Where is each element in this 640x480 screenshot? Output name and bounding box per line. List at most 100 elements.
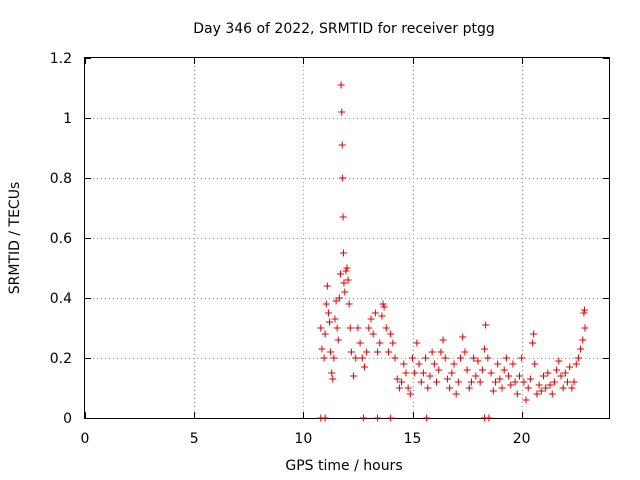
data-point bbox=[343, 264, 351, 272]
data-point bbox=[323, 282, 331, 290]
data-point bbox=[509, 360, 517, 368]
data-point bbox=[395, 384, 403, 392]
x-axis-label: GPS time / hours bbox=[285, 458, 402, 474]
data-point bbox=[424, 384, 432, 392]
data-point bbox=[356, 339, 364, 347]
data-point bbox=[327, 348, 335, 356]
data-point bbox=[328, 369, 336, 377]
data-point bbox=[457, 354, 465, 362]
data-point bbox=[474, 357, 482, 365]
data-point bbox=[505, 372, 513, 380]
x-tick-label: 20 bbox=[513, 431, 531, 447]
data-point bbox=[400, 360, 408, 368]
data-point bbox=[341, 288, 349, 296]
data-point bbox=[352, 354, 360, 362]
data-point bbox=[430, 360, 438, 368]
data-point bbox=[322, 300, 330, 308]
data-point bbox=[461, 348, 469, 356]
data-point bbox=[415, 360, 423, 368]
data-point bbox=[342, 267, 350, 275]
data-point bbox=[423, 414, 431, 422]
data-point bbox=[330, 354, 338, 362]
y-tick-label: 0.6 bbox=[50, 231, 72, 247]
data-point bbox=[336, 270, 344, 278]
data-point bbox=[546, 381, 554, 389]
y-tick-label: 1 bbox=[63, 111, 72, 127]
x-tick-label: 0 bbox=[81, 431, 90, 447]
data-point bbox=[439, 336, 447, 344]
data-point bbox=[406, 390, 414, 398]
x-ticks: 0 5 10 15 20 bbox=[81, 58, 531, 447]
data-point bbox=[318, 345, 326, 353]
data-point bbox=[331, 315, 339, 323]
data-point bbox=[537, 387, 545, 395]
data-point bbox=[419, 369, 427, 377]
data-point bbox=[437, 348, 445, 356]
data-point bbox=[459, 333, 467, 341]
y-tick-label: 0.2 bbox=[50, 351, 72, 367]
data-point bbox=[387, 414, 395, 422]
data-point bbox=[433, 378, 441, 386]
data-point bbox=[572, 360, 580, 368]
data-point bbox=[344, 276, 352, 284]
data-point bbox=[411, 369, 419, 377]
data-point bbox=[369, 330, 377, 338]
data-point bbox=[561, 369, 569, 377]
data-point bbox=[335, 294, 343, 302]
plot-frame bbox=[84, 57, 610, 419]
data-point bbox=[533, 390, 541, 398]
data-point bbox=[402, 369, 410, 377]
data-point bbox=[544, 369, 552, 377]
data-point bbox=[345, 300, 353, 308]
data-point bbox=[374, 348, 382, 356]
data-point bbox=[472, 372, 480, 380]
data-point bbox=[524, 384, 532, 392]
data-point bbox=[404, 384, 412, 392]
data-point bbox=[542, 384, 550, 392]
data-point bbox=[526, 375, 534, 383]
y-tick-label: 0 bbox=[63, 411, 72, 427]
data-point bbox=[482, 321, 490, 329]
data-point bbox=[422, 354, 430, 362]
data-point bbox=[340, 249, 348, 257]
data-point bbox=[467, 378, 475, 386]
data-point bbox=[389, 339, 397, 347]
y-axis-label: SRMTID / TECUs bbox=[7, 182, 23, 295]
x-tick-label: 15 bbox=[404, 431, 422, 447]
data-point bbox=[564, 378, 572, 386]
data-point bbox=[320, 354, 328, 362]
data-point bbox=[435, 366, 443, 374]
data-point bbox=[577, 345, 585, 353]
data-point bbox=[513, 390, 521, 398]
data-point bbox=[338, 108, 346, 116]
data-point bbox=[334, 336, 342, 344]
data-point bbox=[566, 363, 574, 371]
x-tick-label: 10 bbox=[294, 431, 312, 447]
data-point bbox=[324, 309, 332, 317]
data-point bbox=[446, 384, 454, 392]
data-point bbox=[494, 360, 502, 368]
data-point bbox=[367, 315, 375, 323]
data-point bbox=[496, 375, 504, 383]
data-point bbox=[371, 309, 379, 317]
data-point bbox=[338, 141, 346, 149]
data-point bbox=[350, 372, 358, 380]
data-point bbox=[452, 390, 460, 398]
data-point bbox=[463, 366, 471, 374]
data-point bbox=[507, 381, 515, 389]
data-point bbox=[500, 366, 508, 374]
data-point bbox=[382, 324, 390, 332]
data-point bbox=[363, 348, 371, 356]
data-point bbox=[441, 354, 449, 362]
data-point bbox=[380, 303, 388, 311]
data-point bbox=[478, 366, 486, 374]
data-point bbox=[360, 363, 368, 371]
data-point bbox=[489, 387, 497, 395]
data-point bbox=[553, 366, 561, 374]
data-point bbox=[374, 414, 382, 422]
data-point bbox=[354, 324, 362, 332]
data-point bbox=[522, 396, 530, 404]
data-point bbox=[384, 348, 392, 356]
data-point bbox=[340, 279, 348, 287]
